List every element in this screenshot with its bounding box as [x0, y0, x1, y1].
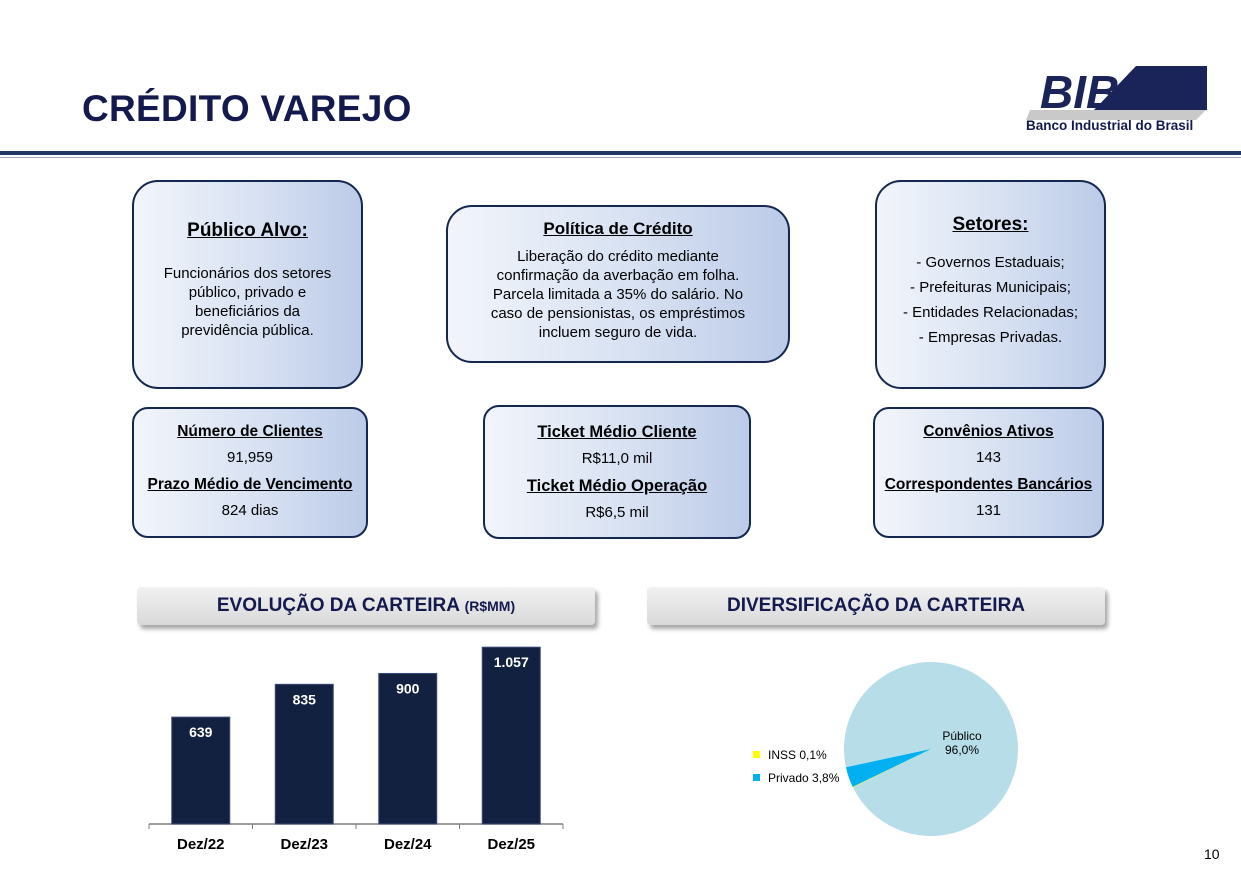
page-title: CRÉDITO VAREJO: [82, 88, 412, 129]
setores-line: - Governos Estaduais;: [916, 254, 1065, 271]
pie-legend-marker: [753, 774, 760, 781]
politica-line: Liberação do crédito mediante: [517, 248, 719, 265]
convenios-value: 143: [975, 449, 1002, 466]
bar-value-label: 1.057: [494, 654, 529, 670]
publico-alvo-text: Funcionários dos setores público, privad…: [134, 264, 361, 340]
politica-line: confirmação da averbação em folha.: [496, 267, 740, 284]
correspondentes-label: Correspondentes Bancários: [884, 476, 1093, 493]
setores-text: - Governos Estaduais; - Prefeituras Muni…: [877, 250, 1104, 350]
clientes-label: Número de Clientes: [177, 423, 323, 440]
pie-slice: [852, 749, 931, 788]
politica-credito-title: Política de Crédito: [543, 219, 693, 238]
bar-value-label: 639: [189, 724, 213, 740]
publico-alvo-box: Público Alvo: Funcionários dos setores p…: [132, 180, 363, 389]
x-tick-label: Dez/25: [487, 836, 535, 853]
setores-line: - Prefeituras Municipais;: [910, 279, 1071, 296]
ticket-cliente-value: R$11,0 mil: [581, 450, 653, 467]
clientes-value: 91,959: [227, 449, 273, 466]
politica-credito-box: Política de Crédito Liberação do crédito…: [446, 205, 790, 363]
bar: [171, 716, 231, 825]
ticket-operacao-value: R$6,5 mil: [585, 504, 649, 521]
politica-credito-text: Liberação do crédito mediante confirmaçã…: [448, 247, 788, 342]
setores-line: - Empresas Privadas.: [918, 329, 1063, 346]
ticket-metric-box: Ticket Médio Cliente R$11,0 mil Ticket M…: [483, 405, 751, 539]
politica-line: caso de pensionistas, os empréstimos: [490, 305, 746, 322]
pie-label-name: Público: [942, 729, 982, 743]
pie-legend-marker: [753, 751, 760, 758]
publico-alvo-line: público, privado e: [188, 284, 307, 301]
setores-title: Setores:: [952, 214, 1029, 235]
pie-legend-label: Privado 3,8%: [768, 771, 840, 785]
pie-legend-label: INSS 0,1%: [768, 748, 827, 762]
prazo-value: 824 dias: [221, 502, 279, 519]
pie-slice: [845, 749, 931, 787]
bar-value-label: 900: [396, 680, 420, 696]
pie-label-value: 96,0%: [945, 743, 979, 757]
logo-gray-shape: [1026, 110, 1206, 120]
bib-logo: BIB: [1026, 66, 1207, 120]
politica-line: incluem seguro de vida.: [538, 324, 698, 341]
correspondentes-value: 131: [975, 502, 1002, 519]
ticket-operacao-label: Ticket Médio Operação: [526, 477, 708, 495]
logo-subtitle: Banco Industrial do Brasil: [1026, 118, 1194, 133]
logo-navy-shape: [1094, 66, 1207, 110]
publico-alvo-line: Funcionários dos setores: [163, 265, 332, 282]
diversificacao-title: DIVERSIFICAÇÃO DA CARTEIRA: [726, 595, 1026, 616]
bar-value-label: 835: [293, 691, 317, 707]
convenios-metric-box: Convênios Ativos 143 Correspondentes Ban…: [873, 407, 1104, 538]
setores-line: - Entidades Relacionadas;: [902, 304, 1079, 321]
bar: [378, 672, 438, 825]
bar: [481, 646, 541, 825]
clientes-metric-box: Número de Clientes 91,959 Prazo Médio de…: [132, 407, 368, 538]
logo-text: BIB: [1040, 66, 1119, 118]
x-tick-label: Dez/22: [177, 836, 225, 853]
evolucao-title: EVOLUÇÃO DA CARTEIRA: [216, 595, 460, 616]
header-divider-thin: [0, 157, 1241, 158]
evolucao-banner: EVOLUÇÃO DA CARTEIRA (R$MM): [137, 587, 595, 625]
convenios-label: Convênios Ativos: [923, 423, 1054, 440]
prazo-label: Prazo Médio de Vencimento: [147, 476, 353, 493]
page-number: 10: [1204, 846, 1220, 862]
ticket-cliente-label: Ticket Médio Cliente: [537, 423, 697, 441]
publico-alvo-line: beneficiários da: [194, 303, 301, 320]
evolucao-unit: (R$MM): [464, 598, 516, 614]
publico-alvo-line: previdência pública.: [181, 322, 314, 339]
x-tick-label: Dez/23: [280, 836, 328, 853]
bar: [274, 683, 334, 825]
setores-box: Setores: - Governos Estaduais; - Prefeit…: [875, 180, 1106, 389]
politica-line: Parcela limitada a 35% do salário. No: [492, 286, 744, 303]
publico-alvo-title: Público Alvo:: [187, 220, 308, 241]
evolucao-bar-chart: 639 Dez/22 835 Dez/23 900 Dez/24 1.057 Dez/25: [148, 646, 564, 853]
diversificacao-banner: DIVERSIFICAÇÃO DA CARTEIRA: [647, 587, 1105, 625]
x-tick-label: Dez/24: [384, 836, 432, 853]
header-divider: [0, 151, 1241, 155]
